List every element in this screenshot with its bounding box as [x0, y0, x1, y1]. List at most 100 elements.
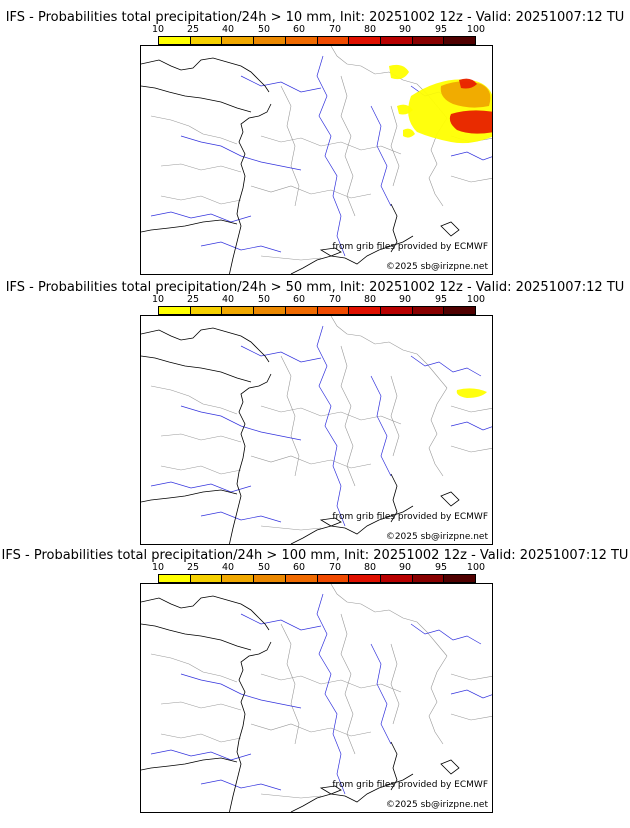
- colorbar-tick: 90: [398, 24, 412, 35]
- colorbar-swatch: [285, 37, 318, 44]
- colorbar-swatch: [222, 575, 255, 582]
- admin-border: [280, 355, 300, 477]
- colorbar-tick: 90: [398, 294, 412, 305]
- admin-border: [260, 525, 322, 531]
- colorbar-tick: 10: [151, 24, 165, 35]
- colorbar-ticks: 10 25 40 50 60 70 80 90 95 100: [152, 562, 485, 574]
- colorbar-tick: 40: [221, 562, 235, 573]
- colorbar-swatch: [412, 575, 445, 582]
- admin-border: [260, 255, 322, 261]
- admin-border: [450, 713, 492, 721]
- river: [240, 75, 322, 93]
- river: [316, 593, 346, 795]
- colorbar-swatch: [222, 37, 255, 44]
- colorbar-swatch: [159, 307, 191, 314]
- river: [200, 511, 282, 523]
- admin-border: [150, 653, 238, 683]
- colorbar-swatch: [380, 575, 413, 582]
- admin-border: [390, 105, 400, 187]
- basemap: [141, 316, 492, 544]
- admin-border: [340, 613, 356, 755]
- river: [200, 241, 282, 253]
- map-frame: from grib files provided by ECMWF ©2025 …: [140, 315, 493, 545]
- admin-border: [280, 85, 300, 207]
- admin-border: [250, 455, 372, 469]
- grib-credit: from grib files provided by ECMWF: [332, 512, 488, 522]
- admin-border: [160, 163, 242, 173]
- colorbar-swatches: [158, 306, 476, 315]
- colorbar-swatch: [317, 575, 350, 582]
- coastline: [141, 489, 238, 503]
- colorbar-tick: 50: [257, 294, 271, 305]
- colorbar: 10 25 40 50 60 70 80 90 95 100: [152, 562, 485, 588]
- precip-probability-area: [459, 78, 477, 89]
- colorbar-tick: 25: [186, 562, 200, 573]
- coastline: [390, 741, 398, 791]
- river: [240, 613, 322, 631]
- colorbar-tick: 95: [434, 24, 448, 35]
- colorbar-tick: 10: [151, 294, 165, 305]
- admin-border: [280, 623, 300, 745]
- precip-probability-area: [449, 110, 492, 134]
- colorbar-swatch: [380, 307, 413, 314]
- map-frame: from grib files provided by ECMWF ©2025 …: [140, 45, 493, 275]
- colorbar-swatch: [349, 37, 381, 44]
- precip-probability-area: [397, 104, 413, 115]
- colorbar-swatch: [349, 307, 381, 314]
- colorbar-swatch: [254, 307, 286, 314]
- coastline: [141, 757, 238, 771]
- river: [370, 105, 392, 207]
- colorbar-ticks: 10 25 40 50 60 70 80 90 95 100: [152, 24, 485, 36]
- coastline: [229, 641, 272, 812]
- river: [180, 135, 302, 171]
- map-panel-10mm: IFS - Probabilities total precipitation/…: [0, 10, 630, 278]
- panel-title: IFS - Probabilities total precipitation/…: [5, 280, 625, 295]
- river: [316, 325, 346, 527]
- colorbar-swatch: [190, 307, 223, 314]
- admin-border: [160, 195, 242, 205]
- coastline: [440, 491, 460, 507]
- colorbar-tick: 70: [328, 294, 342, 305]
- colorbar-tick: 70: [328, 562, 342, 573]
- precip-probability-area: [403, 128, 415, 138]
- colorbar: 10 25 40 50 60 70 80 90 95 100: [152, 24, 485, 50]
- colorbar-tick: 80: [363, 24, 377, 35]
- admin-border: [450, 445, 492, 453]
- coastline: [440, 221, 460, 237]
- colorbar-swatch: [190, 37, 223, 44]
- coastline: [141, 355, 252, 383]
- coastline: [319, 785, 342, 795]
- colorbar-swatch: [159, 575, 191, 582]
- colorbar-tick: 50: [257, 562, 271, 573]
- colorbar-tick: 40: [221, 24, 235, 35]
- river: [316, 55, 346, 257]
- grib-credit: from grib files provided by ECMWF: [332, 242, 488, 252]
- coastline: [319, 247, 342, 257]
- map-panel-100mm: IFS - Probabilities total precipitation/…: [0, 548, 630, 816]
- admin-border: [160, 433, 242, 443]
- colorbar-swatch: [190, 575, 223, 582]
- grib-credit: from grib files provided by ECMWF: [332, 780, 488, 790]
- river: [180, 405, 302, 441]
- panel-title: IFS - Probabilities total precipitation/…: [1, 548, 629, 563]
- colorbar-swatch: [222, 307, 255, 314]
- admin-border: [450, 175, 492, 183]
- river: [450, 151, 492, 161]
- river: [410, 355, 482, 377]
- coastline: [141, 85, 252, 113]
- river: [370, 643, 392, 745]
- map-panel-50mm: IFS - Probabilities total precipitation/…: [0, 280, 630, 548]
- river: [150, 481, 252, 493]
- colorbar-swatch: [412, 37, 445, 44]
- coastline: [141, 623, 252, 651]
- colorbar-swatch: [285, 575, 318, 582]
- copyright-credit: ©2025 sb@irizpne.net: [385, 800, 488, 810]
- admin-border: [160, 701, 242, 711]
- admin-border: [340, 345, 356, 487]
- colorbar-tick: 25: [186, 24, 200, 35]
- colorbar-tick: 60: [292, 294, 306, 305]
- coastline: [141, 57, 270, 93]
- copyright-credit: ©2025 sb@irizpne.net: [385, 532, 488, 542]
- colorbar-tick: 90: [398, 562, 412, 573]
- colorbar-swatch: [349, 575, 381, 582]
